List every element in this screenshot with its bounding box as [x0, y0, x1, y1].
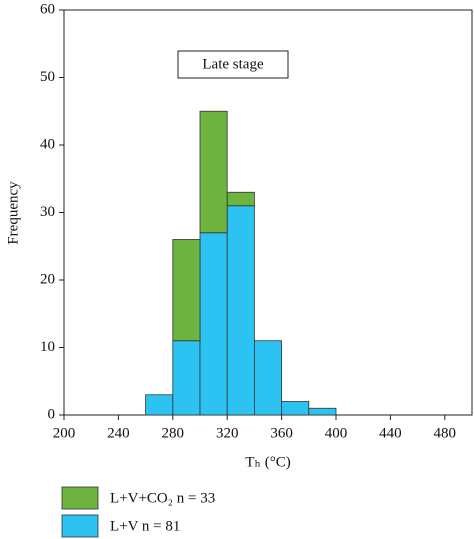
annotation-box	[177, 50, 289, 79]
x-tick-label: 480	[434, 425, 457, 441]
y-tick-label: 60	[40, 1, 55, 17]
bar	[145, 394, 174, 416]
bar	[281, 401, 310, 416]
bar	[226, 191, 255, 207]
x-tick-label: 200	[53, 425, 76, 441]
legend-swatch	[61, 486, 99, 510]
y-axis-label: Frequency	[5, 181, 21, 245]
bar	[308, 407, 337, 416]
x-tick-label: 320	[216, 425, 239, 441]
x-tick-label: 360	[270, 425, 293, 441]
y-tick-label: 0	[48, 406, 56, 422]
x-tick-label: 440	[379, 425, 402, 441]
x-tick-label: 240	[107, 425, 130, 441]
y-tick-label: 40	[40, 136, 55, 152]
legend-label: L+V n = 81	[110, 518, 180, 534]
bar	[199, 232, 228, 416]
bar	[172, 239, 201, 342]
x-tick-label: 400	[325, 425, 348, 441]
bar	[172, 340, 201, 416]
bar	[199, 110, 228, 234]
legend-label: L+V+CO₂ n = 33	[110, 490, 215, 506]
bar	[253, 340, 282, 416]
y-tick-label: 50	[40, 69, 55, 85]
y-tick-label: 30	[40, 204, 55, 220]
bar	[226, 205, 255, 416]
x-tick-label: 280	[162, 425, 185, 441]
y-tick-label: 10	[40, 339, 55, 355]
y-tick-label: 20	[40, 271, 55, 287]
annotation: Late stage	[202, 56, 264, 72]
x-axis-label: Tₕ (°C)	[245, 454, 290, 470]
legend-swatch	[61, 514, 99, 538]
